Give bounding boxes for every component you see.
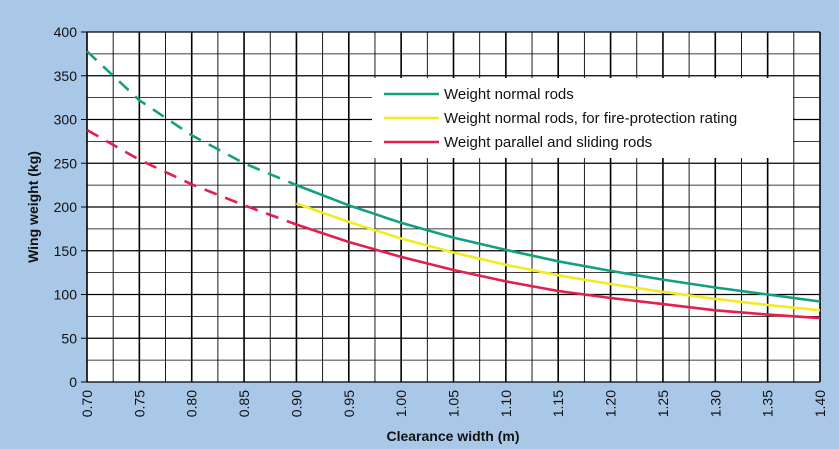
series-line	[295, 202, 821, 312]
x-tick-label: 0.70	[79, 390, 95, 417]
x-tick-label: 1.40	[812, 390, 828, 417]
x-tick-label: 0.90	[288, 390, 304, 417]
y-tick-label: 350	[54, 68, 78, 84]
y-tick-label: 0	[69, 374, 77, 390]
x-tick-label: 0.85	[236, 390, 252, 417]
y-tick-label: 100	[54, 287, 78, 303]
y-tick-label: 400	[54, 24, 78, 40]
x-tick-label: 1.05	[446, 390, 462, 417]
x-tick-label: 1.00	[393, 390, 409, 417]
series-line-dashed	[86, 128, 297, 226]
y-axis-label: Wing weight (kg)	[25, 151, 41, 263]
x-tick-label: 1.30	[707, 390, 723, 417]
series-line	[295, 223, 821, 320]
x-axis-label: Clearance width (m)	[386, 428, 519, 444]
legend: Weight normal rods Weight normal rods, fo…	[372, 78, 793, 158]
y-tick-label: 200	[54, 199, 78, 215]
x-tick-label: 0.95	[341, 390, 357, 417]
y-tick-label: 150	[54, 243, 78, 259]
y-tick-label: 250	[54, 155, 78, 171]
series-layer	[86, 50, 821, 320]
legend-label: Weight normal rods, for fire-protection …	[444, 110, 737, 127]
axes: 0 50 100 150 200 250 300 350 400 0.70 0.75 0.80 0.85…	[54, 24, 828, 417]
legend-label: Weight normal rods	[444, 86, 574, 103]
x-tick-label: 0.75	[131, 390, 147, 417]
y-tick-label: 50	[61, 330, 77, 346]
legend-box	[372, 78, 793, 158]
x-tick-label: 1.15	[550, 390, 566, 417]
series-line-dashed	[86, 50, 297, 187]
x-tick-label: 1.25	[655, 390, 671, 417]
x-tick-label: 1.20	[603, 390, 619, 417]
series-2	[295, 202, 821, 312]
x-tick-label: 0.80	[184, 390, 200, 417]
x-tick-label: 1.10	[498, 390, 514, 417]
y-tick-label: 300	[54, 112, 78, 128]
x-tick-label: 1.35	[760, 390, 776, 417]
series-3	[86, 128, 821, 320]
series-1	[86, 50, 821, 303]
series-line	[295, 183, 821, 303]
legend-label: Weight parallel and sliding rods	[444, 134, 652, 151]
